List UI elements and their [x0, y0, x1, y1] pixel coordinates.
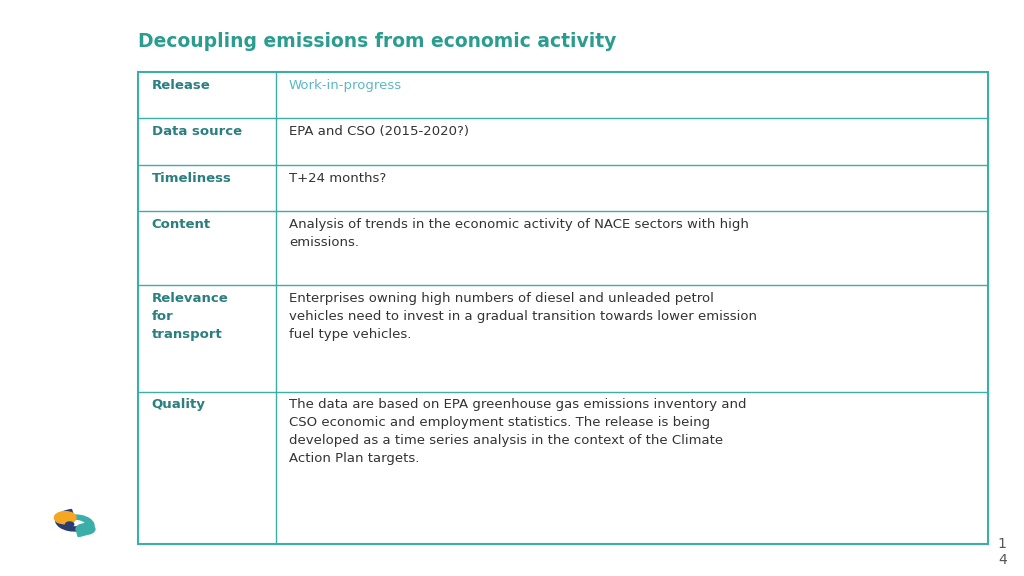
Circle shape	[54, 511, 76, 524]
Wedge shape	[55, 510, 93, 531]
Circle shape	[76, 524, 95, 535]
Text: Release: Release	[152, 79, 210, 92]
Text: 1
4: 1 4	[997, 537, 1007, 567]
Text: Analysis of trends in the economic activity of NACE sectors with high
emissions.: Analysis of trends in the economic activ…	[289, 218, 749, 249]
Text: Timeliness: Timeliness	[152, 172, 231, 184]
Text: Data source: Data source	[152, 125, 242, 138]
Circle shape	[66, 522, 74, 526]
Bar	[138, 72, 988, 544]
Text: Work-in-progress: Work-in-progress	[289, 79, 401, 92]
Text: Decoupling emissions from economic activity: Decoupling emissions from economic activ…	[138, 32, 616, 51]
Text: The data are based on EPA greenhouse gas emissions inventory and
CSO economic an: The data are based on EPA greenhouse gas…	[289, 399, 746, 465]
Text: Enterprises owning high numbers of diesel and unleaded petrol
vehicles need to i: Enterprises owning high numbers of diese…	[289, 292, 757, 341]
Wedge shape	[57, 515, 94, 536]
Text: Content: Content	[152, 218, 211, 231]
Text: Quality: Quality	[152, 399, 206, 411]
Text: Relevance
for
transport: Relevance for transport	[152, 292, 228, 341]
Text: T+24 months?: T+24 months?	[289, 172, 386, 184]
Text: EPA and CSO (2015-2020?): EPA and CSO (2015-2020?)	[289, 125, 469, 138]
